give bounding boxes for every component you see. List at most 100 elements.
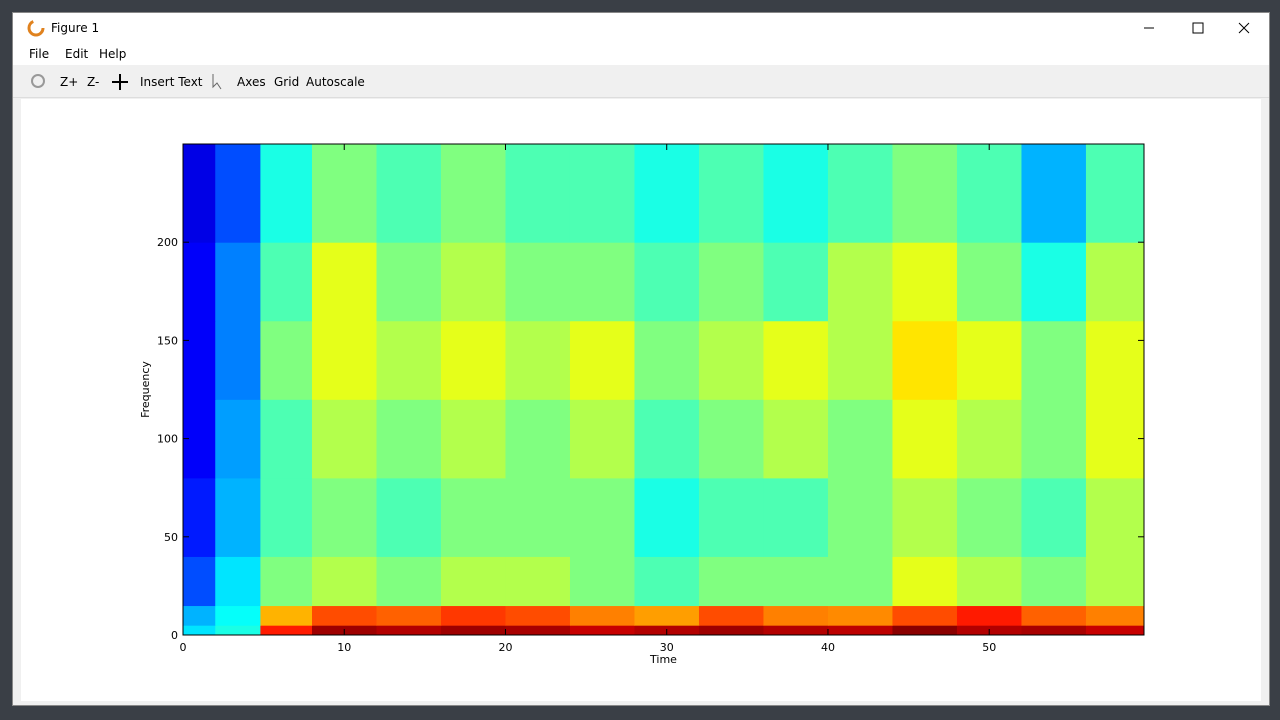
heatmap-cell	[698, 320, 764, 400]
heatmap-cell	[1085, 605, 1145, 626]
heatmap-cell	[505, 605, 571, 626]
heatmap-cell	[376, 320, 442, 400]
x-tick-label: 0	[180, 641, 187, 654]
heatmap-cell	[1085, 320, 1145, 400]
y-tick-label: 150	[157, 334, 178, 347]
heatmap-cell	[569, 399, 635, 479]
watermark-brand-right: MATIC	[200, 676, 270, 700]
title-bar: Figure 1	[13, 13, 1269, 43]
heatmap-cell	[376, 399, 442, 479]
menu-item[interactable]: Edit	[65, 47, 89, 61]
heatmap-cell	[698, 605, 764, 626]
heatmap-cell	[260, 477, 313, 557]
heatmap-cell	[440, 242, 506, 322]
heatmap-cell	[505, 556, 571, 607]
heatmap-cell	[1021, 477, 1087, 557]
tool-button[interactable]: Z+	[60, 75, 79, 89]
heatmap-cell	[440, 605, 506, 626]
heatmap-cell	[569, 242, 635, 322]
heatmap-cell	[827, 605, 893, 626]
heatmap-cell	[505, 242, 571, 322]
heatmap-cell	[311, 144, 377, 243]
heatmap-cell	[698, 625, 764, 636]
heatmap-cell	[183, 625, 216, 636]
heatmap-cell	[956, 242, 1022, 322]
select-icon[interactable]	[210, 72, 226, 92]
heatmap-cell	[183, 320, 216, 400]
heatmap-cell	[311, 320, 377, 400]
heatmap-cell	[376, 605, 442, 626]
heatmap-cell	[892, 320, 958, 400]
heatmap-cell	[260, 625, 313, 636]
tool-button[interactable]: Insert Text	[140, 75, 203, 89]
heatmap-cell	[892, 399, 958, 479]
tool-button[interactable]: Autoscale	[306, 75, 365, 89]
heatmap-cell	[215, 477, 261, 557]
heatmap-cell	[440, 477, 506, 557]
heatmap-cell	[215, 320, 261, 400]
heatmap-cell	[505, 477, 571, 557]
heatmap-cell	[311, 399, 377, 479]
heatmap-cell	[440, 556, 506, 607]
heatmap-cell	[763, 605, 829, 626]
heatmap-cell	[376, 625, 442, 636]
heatmap-cell	[827, 399, 893, 479]
tool-button[interactable]: Z-	[87, 75, 100, 89]
heatmap-cell	[634, 477, 700, 557]
heatmap-cell	[376, 477, 442, 557]
heatmap-cell	[215, 399, 261, 479]
x-tick-label: 30	[660, 641, 674, 654]
heatmap-cell	[311, 242, 377, 322]
heatmap-cell	[634, 144, 700, 243]
menu-bar: File Edit Help	[13, 43, 1269, 65]
watermark-brand: SCREENCAST ◉ MATIC	[22, 676, 270, 700]
heatmap-cell	[505, 625, 571, 636]
heatmap-cell	[260, 556, 313, 607]
tool-button[interactable]: Grid	[274, 75, 300, 89]
heatmap-cell	[505, 320, 571, 400]
heatmap-cell	[827, 242, 893, 322]
menu-item[interactable]: File	[29, 47, 50, 61]
pan-icon[interactable]	[110, 72, 130, 92]
heatmap-cell	[505, 399, 571, 479]
menu-item[interactable]: Help	[99, 47, 127, 61]
heatmap-cell	[376, 242, 442, 322]
y-axis-label: Frequency	[139, 361, 152, 418]
heatmap-cell	[827, 477, 893, 557]
heatmap-cell	[1085, 556, 1145, 607]
heatmap-cell	[698, 399, 764, 479]
heatmap-cell	[763, 242, 829, 322]
heatmap-cell	[634, 556, 700, 607]
heatmap-cell	[763, 556, 829, 607]
heatmap-cell	[440, 144, 506, 243]
app-icon	[27, 19, 45, 37]
heatmap-cell	[1021, 144, 1087, 243]
rotate-icon[interactable]	[29, 72, 49, 92]
heatmap-cell	[892, 477, 958, 557]
heatmap-cell	[440, 399, 506, 479]
heatmap-cell	[183, 556, 216, 607]
heatmap-cell	[698, 144, 764, 243]
heatmap-cell	[1085, 144, 1145, 243]
heatmap-cell	[1085, 477, 1145, 557]
x-axis-label: Time	[649, 653, 677, 666]
heatmap-cell	[827, 556, 893, 607]
heatmap-cell	[1021, 556, 1087, 607]
heatmap-cell	[376, 556, 442, 607]
heatmap-cell	[183, 605, 216, 626]
heatmap-cell	[311, 556, 377, 607]
window-controls[interactable]	[1129, 13, 1269, 43]
y-tick-label: 100	[157, 433, 178, 446]
y-tick-label: 0	[171, 629, 178, 642]
heatmap-cell	[956, 477, 1022, 557]
figure-window: Figure 1 File Edit Help Z+ Z- Insert Tex…	[12, 12, 1270, 706]
heatmap-cell	[956, 399, 1022, 479]
heatmap-cell	[892, 605, 958, 626]
heatmap-cell	[260, 605, 313, 626]
tool-button[interactable]: Axes	[237, 75, 266, 89]
heatmap-cell	[183, 144, 216, 243]
heatmap-cell	[892, 242, 958, 322]
window-title: Figure 1	[51, 21, 100, 35]
heatmap-cell	[505, 144, 571, 243]
